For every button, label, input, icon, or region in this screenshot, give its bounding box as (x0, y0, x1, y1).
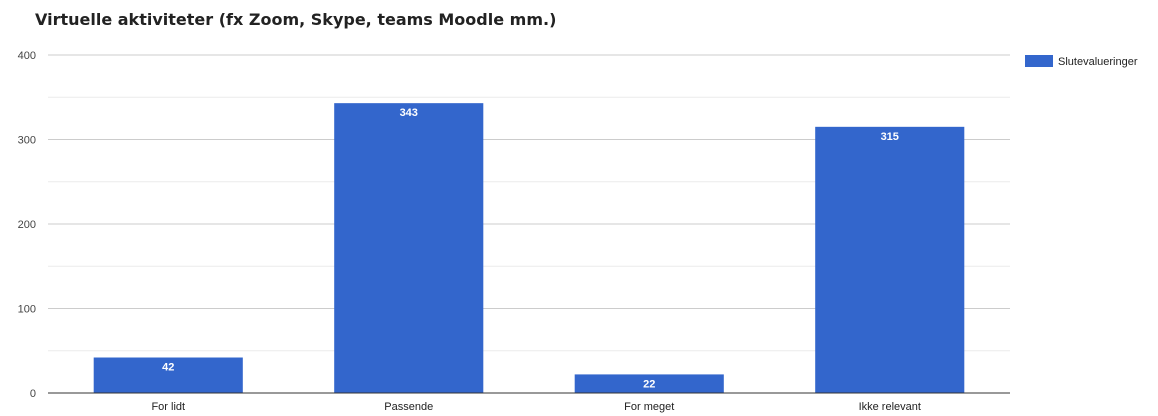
bar[interactable] (334, 103, 484, 393)
y-tick-label: 300 (18, 135, 36, 147)
bar[interactable] (815, 126, 965, 393)
x-category-label: Passende (384, 401, 433, 413)
legend-label-slutevalueringer: Slutevalueringer (1058, 56, 1138, 68)
bar-value-label: 343 (400, 107, 418, 119)
legend-swatch (1025, 55, 1053, 67)
y-tick-label: 0 (30, 388, 36, 400)
x-category-label: Ikke relevant (859, 401, 921, 413)
y-tick-label: 100 (18, 304, 36, 316)
bar-value-label: 42 (162, 362, 174, 374)
legend[interactable]: Slutevalueringer (1025, 55, 1138, 68)
chart-title: Virtuelle aktiviteter (fx Zoom, Skype, t… (35, 10, 556, 29)
y-tick-label: 400 (18, 50, 36, 62)
x-axis-labels: For lidt Passende For meget Ikke relevant (151, 401, 921, 413)
x-category-label: For meget (624, 401, 674, 413)
bars: 42 343 22 315 (48, 103, 1010, 394)
bar-value-label: 315 (881, 131, 899, 143)
y-tick-label: 200 (18, 219, 36, 231)
bar[interactable] (574, 374, 724, 393)
x-category-label: For lidt (151, 401, 185, 413)
bar-value-label: 22 (643, 378, 655, 390)
bar[interactable] (93, 357, 243, 393)
y-axis-ticks: 0 100 200 300 400 (18, 50, 36, 400)
